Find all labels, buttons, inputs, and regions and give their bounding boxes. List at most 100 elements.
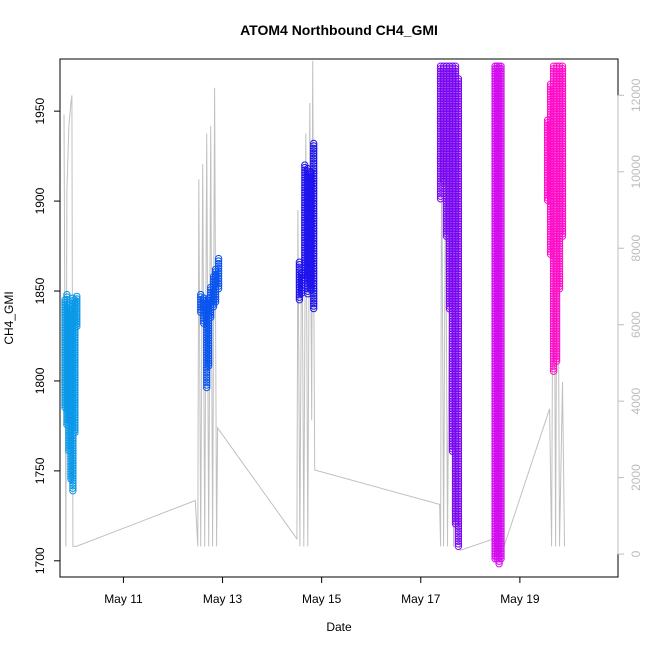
data-point	[454, 142, 463, 151]
data-point	[558, 147, 567, 155]
data-point	[558, 110, 567, 118]
data-point	[497, 437, 505, 445]
data-point	[205, 347, 213, 355]
data-point	[552, 305, 561, 313]
data-point	[71, 401, 79, 409]
data-point	[497, 367, 505, 375]
data-point	[454, 395, 463, 403]
data-point	[454, 510, 463, 518]
data-point	[497, 175, 505, 183]
data-point	[497, 130, 505, 138]
data-point	[493, 297, 501, 305]
data-point	[71, 363, 79, 372]
data-point	[454, 502, 463, 510]
data-point	[497, 162, 505, 170]
data-point	[209, 302, 218, 311]
series-6	[543, 62, 567, 375]
data-point	[73, 300, 81, 308]
data-point	[493, 317, 501, 325]
data-point	[493, 327, 501, 335]
data-point	[454, 435, 463, 443]
data-point	[493, 102, 501, 110]
data-point	[493, 137, 501, 145]
data-point	[454, 525, 463, 533]
data-point	[454, 530, 463, 538]
y2-tick-label: 8000	[629, 235, 643, 262]
data-point	[454, 245, 463, 253]
data-point	[497, 507, 505, 515]
data-point	[71, 388, 79, 397]
data-point	[497, 67, 505, 75]
data-point	[454, 230, 463, 238]
data-point	[310, 177, 318, 185]
data-point	[497, 310, 505, 318]
data-point	[493, 282, 501, 290]
data-point	[454, 107, 463, 116]
data-point	[454, 515, 463, 523]
data-point	[310, 247, 318, 255]
data-point	[497, 347, 505, 355]
data-point	[493, 170, 501, 178]
data-point	[558, 232, 567, 240]
data-point	[454, 355, 463, 363]
data-point	[493, 370, 501, 378]
data-point	[454, 175, 463, 183]
data-point	[454, 215, 463, 223]
data-point	[310, 259, 318, 268]
data-point	[558, 87, 567, 95]
data-point	[454, 432, 463, 440]
data-point	[207, 308, 215, 317]
data-point	[454, 90, 463, 98]
data-point	[497, 387, 505, 395]
data-series	[61, 62, 567, 568]
data-point	[71, 396, 79, 404]
data-point	[552, 317, 561, 325]
data-point	[493, 207, 501, 215]
data-point	[493, 127, 501, 135]
data-point	[493, 245, 501, 253]
data-point	[454, 337, 463, 345]
data-point	[558, 125, 567, 133]
data-point	[454, 82, 463, 91]
data-point	[454, 190, 463, 198]
data-point	[558, 95, 567, 103]
data-point	[497, 287, 505, 295]
data-point	[497, 72, 505, 80]
data-point	[558, 225, 567, 233]
data-point	[454, 460, 463, 468]
data-point	[203, 373, 211, 382]
data-point	[493, 392, 501, 400]
data-point	[454, 335, 463, 343]
data-point	[454, 137, 463, 146]
data-point	[454, 465, 463, 473]
data-point	[71, 398, 79, 407]
data-point	[454, 402, 463, 410]
data-point	[493, 387, 501, 395]
data-point	[497, 435, 505, 443]
data-point	[558, 152, 567, 160]
data-point	[310, 187, 318, 195]
data-point	[69, 447, 77, 455]
data-point	[71, 393, 79, 402]
data-point	[493, 367, 501, 375]
data-point	[493, 330, 501, 338]
data-point	[497, 160, 505, 168]
data-point	[497, 410, 505, 418]
y-tick-label: 1950	[33, 97, 47, 124]
data-point	[310, 169, 318, 178]
data-point	[555, 255, 564, 263]
data-point	[71, 386, 79, 394]
chart-title: ATOM4 Northbound CH4_GMI	[240, 22, 438, 38]
data-point	[454, 430, 463, 438]
data-point	[454, 350, 463, 358]
data-point	[71, 403, 79, 412]
data-point	[214, 284, 223, 293]
data-point	[552, 350, 561, 358]
data-point	[493, 442, 501, 450]
data-point	[495, 560, 503, 568]
data-point	[493, 180, 501, 188]
data-point	[310, 249, 318, 258]
data-point	[493, 535, 501, 543]
data-point	[558, 82, 567, 90]
data-point	[310, 214, 318, 223]
